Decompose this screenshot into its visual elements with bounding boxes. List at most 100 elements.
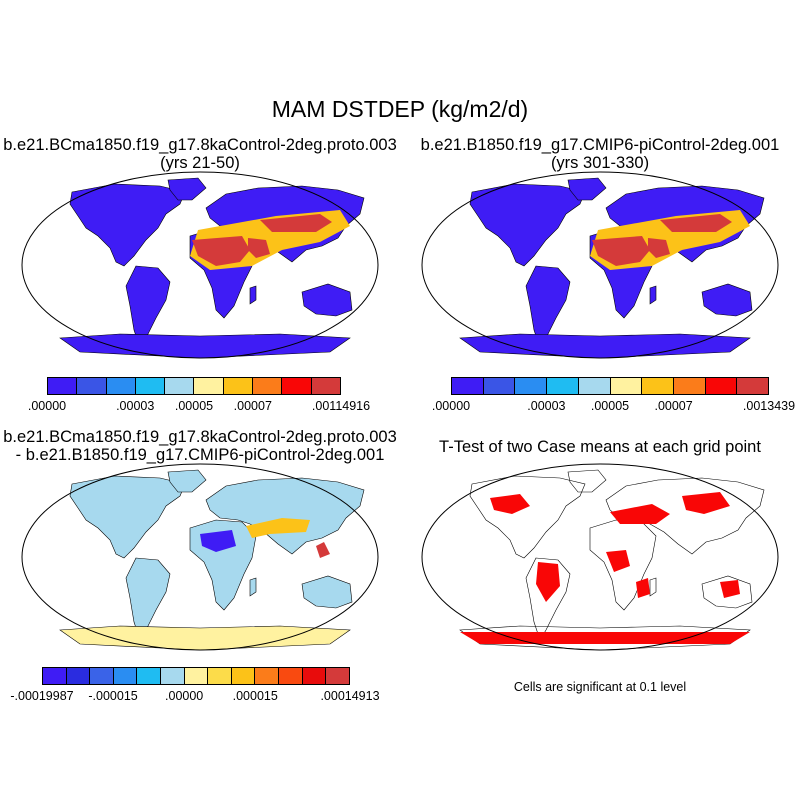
- diff-colorbar-swatch: [90, 668, 114, 684]
- case1-colorbar: [47, 377, 341, 395]
- ttest-land-greenland: [567, 469, 607, 493]
- case1-colorbar-tick-label: .00007: [233, 399, 272, 413]
- case2-colorbar-tick-label: .00000: [431, 399, 471, 413]
- ttest-land: [459, 469, 765, 651]
- diff-land-eurasia: [205, 477, 365, 555]
- case2-colorbar-swatch: [737, 378, 769, 394]
- case1-land-antarctica: [59, 333, 351, 359]
- case1-colorbar-ticks: .00000 .00003 .00005 .00007 .00114916: [28, 399, 370, 415]
- case2-dust-sahara: [592, 236, 650, 266]
- diff-colorbar-swatch: [184, 668, 209, 684]
- case2-colorbar-swatch: [578, 378, 611, 394]
- case1-title-line1: b.e21.BCma1850.f19_g17.8kaControl-2deg.p…: [3, 136, 397, 154]
- case1-title-line2: (yrs 21-50): [160, 154, 240, 172]
- diff-colorbar-swatch: [113, 668, 138, 684]
- case1-colorbar-swatch: [253, 378, 283, 394]
- diff-title: b.e21.BCma1850.f19_g17.8kaControl-2deg.p…: [0, 428, 400, 464]
- ttest-significant-cells: [636, 578, 650, 598]
- case1-colorbar-swatch: [194, 378, 224, 394]
- case1-colorbar-swatch: [48, 378, 78, 394]
- case2-colorbar-swatch: [547, 378, 579, 394]
- case2-colorbar-swatch: [705, 378, 738, 394]
- diff-colorbar-swatch: [161, 668, 185, 684]
- case1-colorbar-tick-label: .00003: [116, 399, 155, 413]
- diff-colorbar-swatch: [231, 668, 256, 684]
- diff-title-line1: b.e21.BCma1850.f19_g17.8kaControl-2deg.p…: [3, 428, 397, 446]
- diff-colorbar-tick-label: -.00019987: [10, 689, 74, 703]
- case2-colorbar-swatch: [515, 378, 548, 394]
- case2-colorbar-swatch: [483, 378, 516, 394]
- case1-land-greenland: [167, 177, 207, 201]
- case1-land-australia: [301, 283, 353, 317]
- case1-colorbar-tick-label: .00005: [174, 399, 214, 413]
- case2-title-line2: (yrs 301-330): [550, 154, 650, 172]
- case2-colorbar-tick-label: .0013439: [742, 399, 796, 413]
- case1-colorbar-swatch: [311, 378, 340, 394]
- case1-map-border: [21, 171, 379, 359]
- case1-land-northAmerica: [69, 183, 186, 267]
- diff-colorbar: [42, 667, 350, 685]
- case1-colorbar-swatch: [223, 378, 254, 394]
- ttest-land-madagascar: [649, 577, 657, 597]
- case2-colorbar-swatch: [642, 378, 674, 394]
- case2-land-greenland: [567, 177, 607, 201]
- significance-note: Cells are significant at 0.1 level: [513, 680, 687, 694]
- case2-map-border: [421, 171, 779, 359]
- case1-land-madagascar: [249, 285, 257, 305]
- diff-colorbar-swatch: [66, 668, 91, 684]
- case1-colorbar-tick-label: .00000: [27, 399, 67, 413]
- ttest-significant-cells: [536, 562, 560, 602]
- diff-colorbar-tick-label: -.000015: [88, 689, 138, 703]
- case1-map: [21, 171, 379, 359]
- diff-colorbar-swatch: [137, 668, 162, 684]
- case2-colorbar-tick-label: .00005: [590, 399, 630, 413]
- diff-title-line2: - b.e21.B1850.f19_g17.CMIP6-piControl-2d…: [15, 446, 385, 464]
- diff-colorbar-swatch: [255, 668, 280, 684]
- case2-colorbar: [451, 377, 769, 395]
- diff-colorbar-ticks: -.00019987 -.000015 .00000 .000015 .00014913: [10, 689, 379, 705]
- case2-land: [459, 177, 765, 359]
- diff-map: [21, 463, 379, 651]
- case1-land: [59, 177, 365, 359]
- case1-dust-arabia: [248, 238, 270, 258]
- ttest-significant-cells: [610, 504, 670, 524]
- ttest-significant-cells: [460, 632, 750, 644]
- case2-land-madagascar: [649, 285, 657, 305]
- case2-land-northAmerica: [469, 183, 586, 267]
- diff-colorbar-tick-label: .00000: [165, 689, 204, 703]
- diff-colorbar-swatch: [43, 668, 67, 684]
- case2-dust-arabia: [648, 238, 670, 258]
- diff-land-northAmerica: [69, 475, 186, 559]
- case2-dust-asia: [660, 214, 732, 232]
- case1-colorbar-swatch: [135, 378, 166, 394]
- case2-colorbar-swatch: [452, 378, 484, 394]
- diff-land-madagascar: [249, 577, 257, 597]
- ttest-significant-cells: [606, 550, 630, 572]
- ttest-significant-cells: [682, 492, 730, 514]
- diff-land-australia: [301, 575, 353, 609]
- ttest-map: [421, 463, 779, 651]
- ttest-land-southAmerica: [525, 557, 571, 641]
- case2-colorbar-tick-label: .00007: [654, 399, 693, 413]
- case2-colorbar-swatch: [673, 378, 706, 394]
- diff-colorbar-swatch: [279, 668, 303, 684]
- diff-colorbar-swatch: [302, 668, 327, 684]
- ttest-title: T-Test of two Case means at each grid po…: [439, 438, 761, 456]
- diff-diff-peak: [316, 542, 330, 558]
- ttest-significant-cells: [490, 494, 530, 514]
- ttest-land-australia: [701, 575, 753, 609]
- case2-colorbar-swatch: [610, 378, 643, 394]
- diff-colorbar-tick-label: .00014913: [320, 689, 380, 703]
- diff-land-antarctica: [59, 625, 351, 651]
- ttest-land-antarctica: [459, 625, 751, 651]
- case1-colorbar-tick-label: .00114916: [311, 399, 371, 413]
- diff-diff-neg: [200, 530, 236, 552]
- diff-colorbar-swatch: [208, 668, 232, 684]
- case2-land-antarctica: [459, 333, 751, 359]
- case2-title: b.e21.B1850.f19_g17.CMIP6-piControl-2deg…: [400, 136, 800, 172]
- ttest-map-border: [421, 463, 779, 651]
- case2-title-line1: b.e21.B1850.f19_g17.CMIP6-piControl-2deg…: [420, 136, 780, 154]
- case1-dust-sahara: [192, 236, 250, 266]
- case1-colorbar-swatch: [77, 378, 107, 394]
- ttest-land-northAmerica: [469, 475, 586, 559]
